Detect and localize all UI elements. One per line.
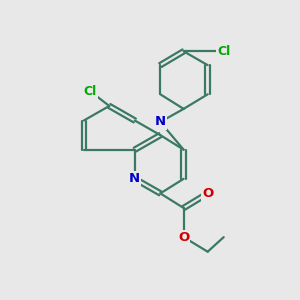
Text: N: N [155, 116, 166, 128]
Text: O: O [178, 231, 189, 244]
Text: O: O [202, 187, 213, 200]
Text: H: H [153, 114, 161, 124]
Text: N: N [129, 172, 140, 185]
Text: Cl: Cl [84, 85, 97, 98]
Text: Cl: Cl [217, 45, 230, 58]
